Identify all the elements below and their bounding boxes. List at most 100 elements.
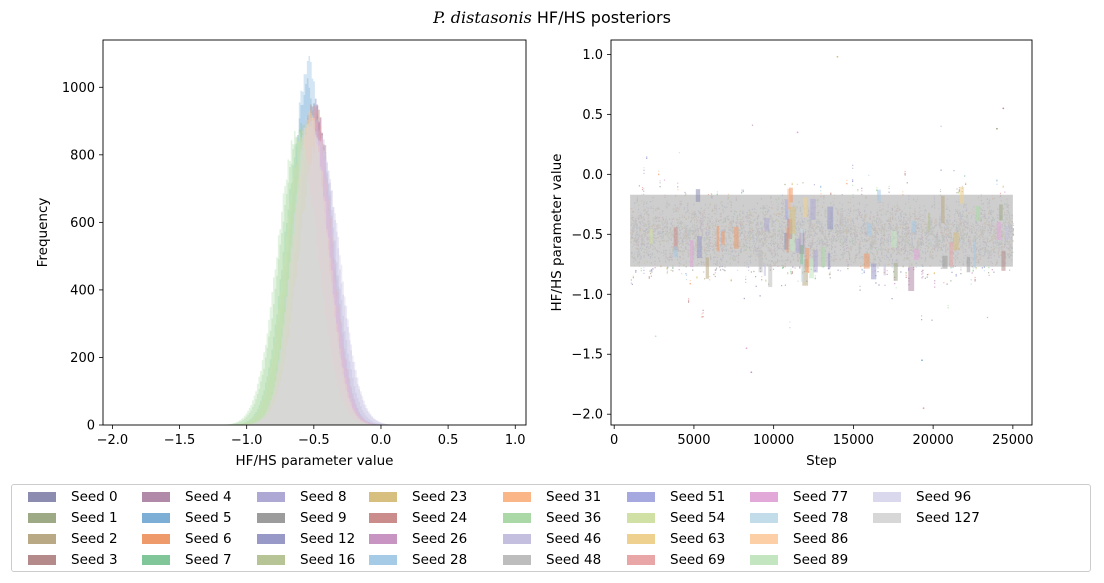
scatter-ytick-label: 1.0 bbox=[582, 48, 603, 63]
hist-series bbox=[247, 104, 383, 425]
hist-xtick-label: −0.5 bbox=[298, 433, 330, 448]
hist-bars bbox=[245, 104, 381, 425]
scatter-ytick-label: −1.5 bbox=[571, 348, 603, 363]
hist-bars bbox=[245, 103, 381, 425]
scatter-streak bbox=[716, 226, 720, 252]
legend-label: Seed 26 bbox=[412, 531, 468, 547]
scatter-streak bbox=[800, 257, 805, 282]
hist-bars bbox=[244, 111, 380, 425]
scatter-streak bbox=[1001, 251, 1006, 271]
scatter-points bbox=[632, 182, 1010, 281]
hist-bars bbox=[223, 128, 378, 425]
hist-series bbox=[245, 55, 372, 426]
scatter-streak bbox=[800, 228, 803, 245]
hist-bars bbox=[244, 109, 380, 425]
legend-label: Seed 36 bbox=[546, 510, 602, 526]
hist-series bbox=[244, 106, 380, 425]
legend-swatch bbox=[627, 534, 655, 544]
scatter-series bbox=[633, 179, 1014, 281]
hist-bars bbox=[219, 130, 375, 425]
scatter-points bbox=[630, 170, 1011, 315]
scatter-streak bbox=[908, 266, 915, 292]
hist-series bbox=[245, 103, 381, 425]
legend-swatch bbox=[750, 513, 778, 523]
legend-swatch bbox=[627, 492, 655, 502]
scatter-streak bbox=[966, 256, 971, 273]
hist-series bbox=[244, 125, 390, 425]
legend-label: Seed 54 bbox=[670, 510, 726, 526]
scatter-outlier bbox=[745, 347, 748, 350]
hist-series bbox=[240, 131, 396, 425]
hist-series bbox=[245, 104, 381, 425]
scatter-streak bbox=[911, 221, 917, 233]
scatter-streak bbox=[764, 218, 770, 231]
hist-series bbox=[247, 98, 383, 425]
legend-swatch bbox=[257, 513, 285, 523]
scatter-series bbox=[630, 175, 1013, 280]
legend-item: Seed 6 bbox=[142, 529, 232, 549]
hist-bars bbox=[242, 113, 378, 425]
hist-series bbox=[245, 106, 381, 426]
scatter-streak bbox=[785, 199, 789, 220]
scatter-streak bbox=[940, 195, 945, 224]
scatter-streak bbox=[789, 231, 795, 252]
scatter-streak bbox=[697, 236, 702, 259]
legend-swatch bbox=[503, 513, 531, 523]
scatter-streak bbox=[810, 198, 816, 220]
legend-item: Seed 24 bbox=[369, 508, 467, 528]
legend-item: Seed 78 bbox=[750, 508, 848, 528]
scatter-xtick-label: 0 bbox=[610, 433, 618, 448]
scatter-streak bbox=[927, 212, 931, 232]
legend-swatch bbox=[28, 492, 56, 502]
scatter-points bbox=[633, 183, 1014, 282]
hist-bars bbox=[245, 113, 381, 425]
hist-bars bbox=[245, 115, 381, 426]
scatter-streak bbox=[787, 219, 793, 240]
figure-title-suffix: HF/HS posteriors bbox=[531, 8, 671, 27]
scatter-xlabel: Step bbox=[806, 453, 837, 469]
scatter-points bbox=[635, 156, 1014, 276]
scatter-series bbox=[630, 174, 1012, 318]
legend-item: Seed 54 bbox=[627, 508, 725, 528]
scatter-series bbox=[630, 167, 1013, 329]
hist-xlabel: HF/HS parameter value bbox=[236, 453, 394, 469]
scatter-streak bbox=[763, 263, 767, 276]
scatter-streak bbox=[975, 205, 981, 222]
hist-bars bbox=[247, 104, 383, 425]
scatter-xtick-label: 5000 bbox=[677, 433, 710, 448]
legend-item: Seed 51 bbox=[627, 487, 725, 507]
scatter-streak bbox=[871, 263, 877, 280]
hist-series bbox=[244, 109, 380, 425]
legend-swatch bbox=[369, 492, 397, 502]
legend-item: Seed 63 bbox=[627, 529, 725, 549]
scatter-series bbox=[631, 183, 1014, 287]
legend-item: Seed 0 bbox=[28, 487, 118, 507]
hist-bars bbox=[244, 106, 380, 425]
hist-series bbox=[232, 120, 380, 425]
hist-ytick-label: 400 bbox=[70, 283, 95, 298]
legend-label: Seed 89 bbox=[793, 552, 849, 568]
hist-series bbox=[242, 116, 378, 425]
scatter-streak bbox=[959, 186, 965, 204]
hist-bars bbox=[245, 106, 381, 426]
scatter-points bbox=[631, 174, 1014, 303]
hist-bars bbox=[242, 111, 378, 426]
hist-ylabel: Frequency bbox=[35, 198, 51, 268]
scatter-outlier bbox=[1002, 107, 1005, 110]
scatter-series bbox=[630, 189, 1013, 309]
hist-bars bbox=[245, 103, 381, 425]
hist-series bbox=[245, 117, 381, 425]
scatter-points bbox=[630, 174, 1012, 318]
scatter-points bbox=[631, 169, 1014, 321]
scatter-outlier bbox=[996, 127, 998, 130]
scatter-streak bbox=[999, 204, 1003, 221]
scatter-streak bbox=[891, 230, 897, 248]
legend-label: Seed 23 bbox=[412, 489, 468, 505]
scatter-series bbox=[631, 171, 1014, 300]
scatter-points bbox=[631, 152, 1014, 282]
hist-bars bbox=[244, 117, 380, 425]
legend-label: Seed 77 bbox=[793, 489, 849, 505]
legend-label: Seed 0 bbox=[71, 489, 118, 505]
legend-swatch bbox=[750, 555, 778, 565]
legend-label: Seed 51 bbox=[670, 489, 726, 505]
